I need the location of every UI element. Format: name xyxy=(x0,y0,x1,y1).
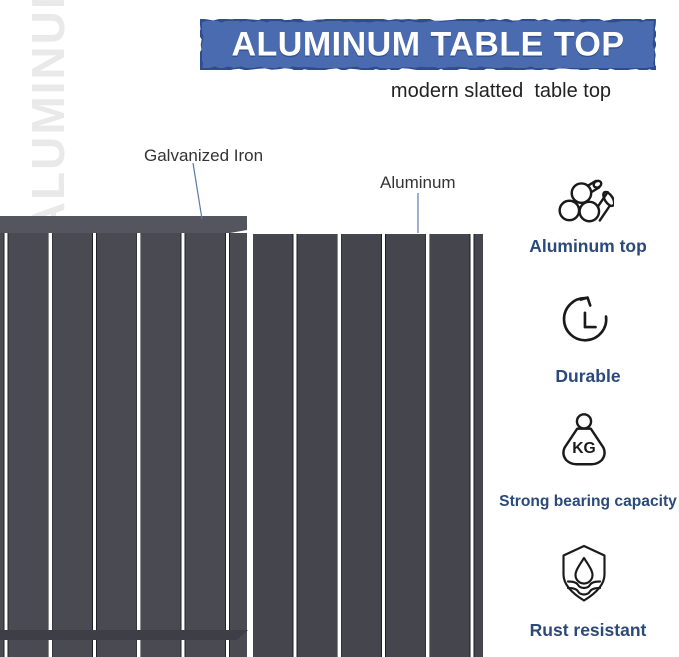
svg-text:KG: KG xyxy=(572,440,596,457)
